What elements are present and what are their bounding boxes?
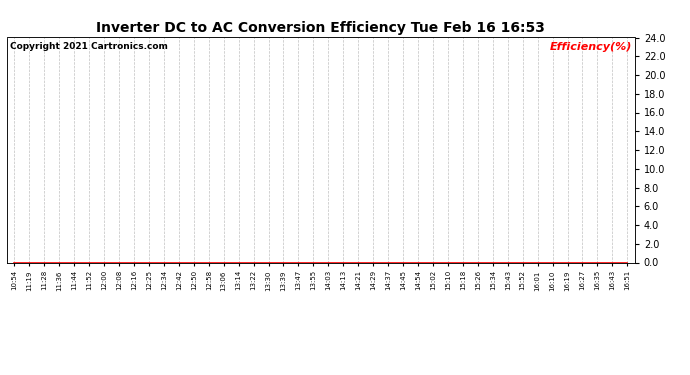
Text: Copyright 2021 Cartronics.com: Copyright 2021 Cartronics.com	[10, 42, 168, 51]
Text: Efficiency(%): Efficiency(%)	[549, 42, 631, 52]
Title: Inverter DC to AC Conversion Efficiency Tue Feb 16 16:53: Inverter DC to AC Conversion Efficiency …	[97, 21, 545, 35]
